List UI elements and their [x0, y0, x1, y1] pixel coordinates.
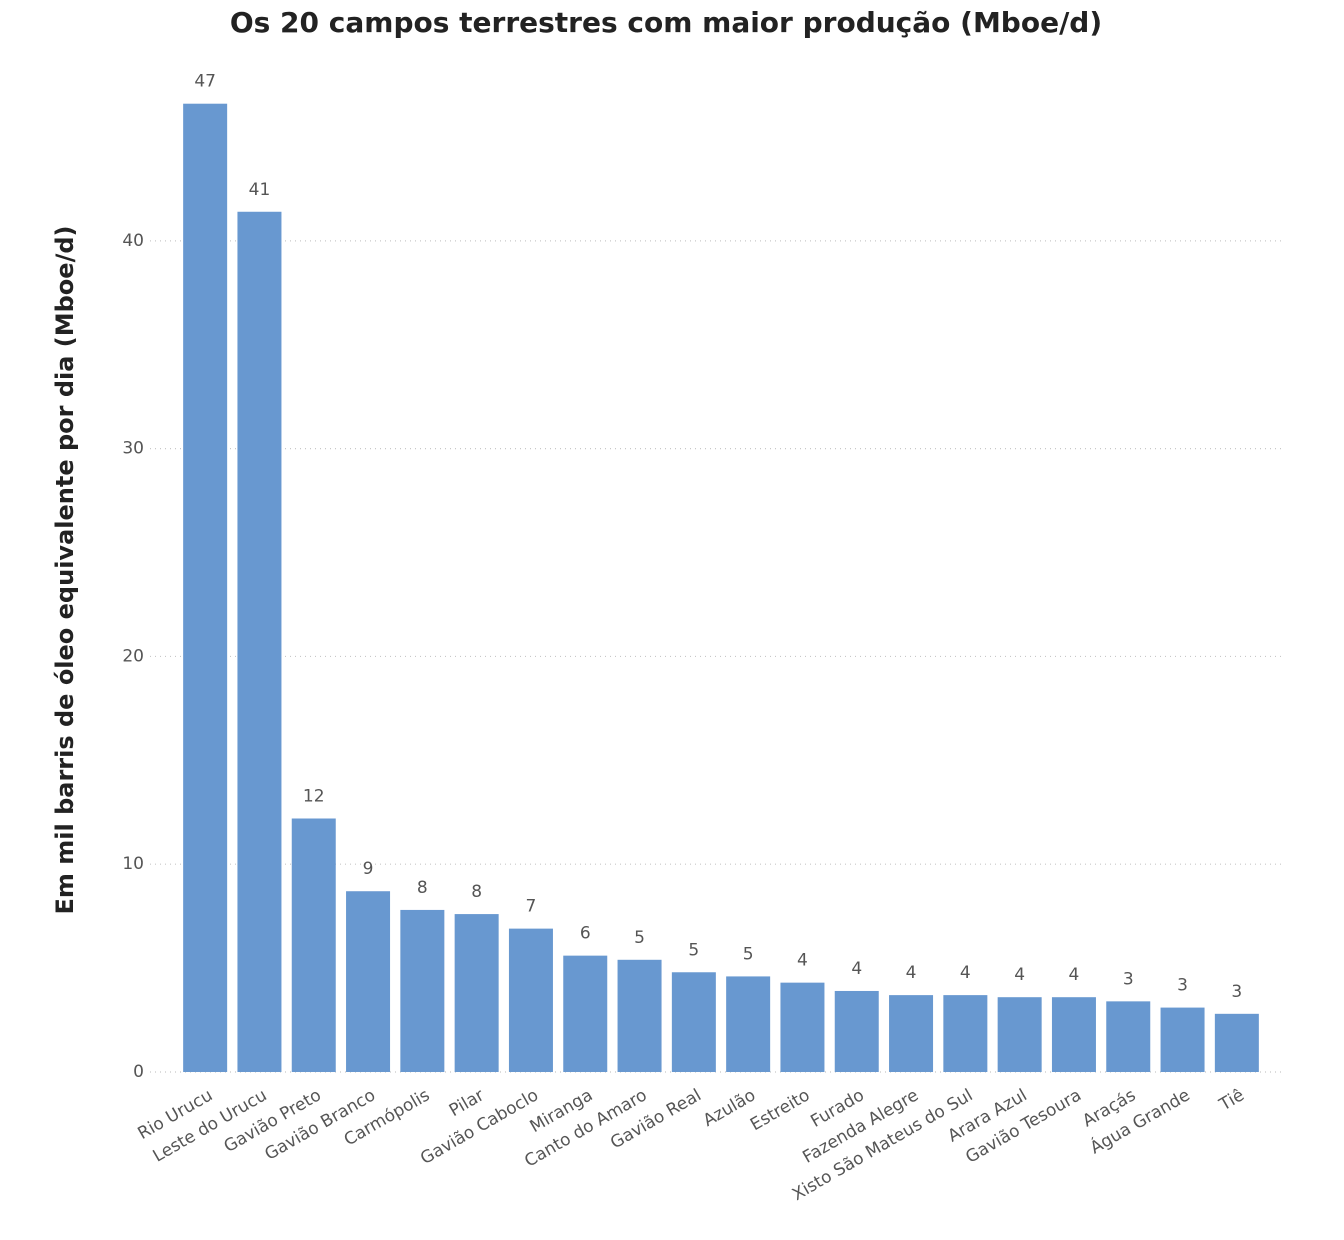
chart-title: Os 20 campos terrestres com maior produç…	[230, 6, 1102, 39]
value-label: 8	[417, 878, 428, 898]
value-label: 5	[743, 944, 754, 964]
value-label: 41	[249, 180, 271, 200]
value-label: 12	[303, 786, 325, 806]
bar	[997, 997, 1042, 1072]
bar	[1214, 1013, 1259, 1072]
bar	[780, 982, 825, 1072]
bar	[1051, 997, 1096, 1072]
y-tick-label: 0	[133, 1062, 144, 1082]
y-tick-label: 20	[122, 646, 144, 666]
bar	[291, 818, 336, 1072]
x-tick-label: Tiê	[1215, 1085, 1248, 1115]
value-label: 7	[526, 897, 537, 917]
bar	[563, 955, 608, 1072]
y-tick-label: 10	[122, 854, 144, 874]
y-tick-label: 30	[122, 439, 144, 459]
bar	[508, 928, 553, 1072]
bar	[943, 995, 988, 1072]
bar	[889, 995, 934, 1072]
bar	[454, 914, 499, 1072]
value-label: 4	[851, 959, 862, 979]
value-label: 3	[1123, 969, 1134, 989]
value-label: 4	[1014, 965, 1025, 985]
value-label: 6	[580, 924, 591, 944]
value-label: 8	[471, 882, 482, 902]
y-axis-label: Em mil barris de óleo equivalente por di…	[51, 226, 79, 915]
bar	[1160, 1007, 1205, 1072]
bar	[346, 891, 391, 1072]
bar	[1106, 1001, 1151, 1072]
value-label: 4	[906, 963, 917, 983]
value-label: 47	[194, 72, 216, 92]
bar	[400, 909, 445, 1072]
bar	[726, 976, 771, 1072]
bar	[617, 959, 662, 1072]
value-label: 4	[960, 963, 971, 983]
value-label: 3	[1231, 982, 1242, 1002]
value-label: 4	[797, 951, 808, 971]
x-tick-label: Estreito	[747, 1085, 813, 1135]
value-label: 9	[363, 859, 374, 879]
value-label: 5	[688, 940, 699, 960]
value-label: 5	[634, 928, 645, 948]
value-label: 3	[1177, 976, 1188, 996]
bar	[237, 211, 282, 1072]
y-tick-label: 40	[122, 231, 144, 251]
bar	[183, 103, 228, 1072]
bar	[834, 990, 879, 1072]
bar	[671, 972, 716, 1072]
value-label: 4	[1069, 965, 1080, 985]
